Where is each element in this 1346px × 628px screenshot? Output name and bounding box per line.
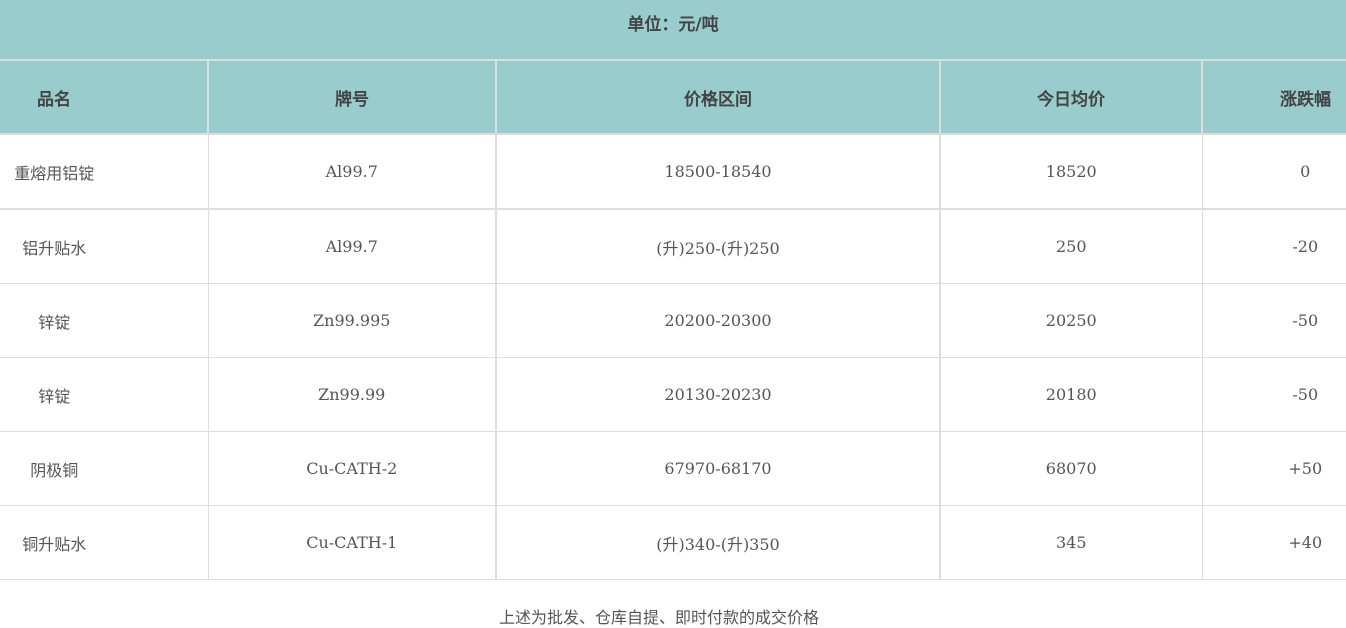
cell-average-price: 250: [939, 209, 1202, 284]
table-row: 铝升贴水 Al99.7 (升)250-(升)250 250 -20: [0, 209, 1346, 284]
cell-price-range: (升)250-(升)250: [495, 209, 940, 284]
column-header-change: 涨跌幅: [1201, 61, 1346, 135]
cell-grade: Al99.7: [207, 209, 496, 284]
cell-price-range: 20200-20300: [495, 283, 940, 358]
cell-price-range: 20130-20230: [495, 357, 940, 432]
cell-change: +40: [1201, 505, 1346, 580]
cell-average-price: 20250: [939, 283, 1202, 358]
cell-change: -50: [1201, 357, 1346, 432]
price-table: 品名 牌号 价格区间 今日均价 涨跌幅 重熔用铝锭 Al99.7 18500-18540 18…: [0, 61, 1346, 580]
table-row: 铜升贴水 Cu-CATH-1 (升)340-(升)350 345 +40: [0, 505, 1346, 580]
table-row: 重熔用铝锭 Al99.7 18500-18540 18520 0: [0, 134, 1346, 210]
footnote: 上述为批发、仓库自提、即时付款的成交价格: [498, 608, 819, 627]
cell-product-name: 阴极铜: [0, 431, 208, 506]
cell-price-range: 67970-68170: [495, 431, 940, 506]
cell-grade: Al99.7: [207, 134, 496, 210]
cell-product-name: 锌锭: [0, 283, 208, 358]
cell-product-name: 锌锭: [0, 357, 208, 432]
table-row: 阴极铜 Cu-CATH-2 67970-68170 68070 +50: [0, 431, 1346, 506]
table-header-row: 品名 牌号 价格区间 今日均价 涨跌幅: [0, 61, 1346, 135]
cell-average-price: 68070: [939, 431, 1202, 506]
cell-grade: Zn99.99: [207, 357, 496, 432]
cell-grade: Zn99.995: [207, 283, 496, 358]
column-header-price-range: 价格区间: [495, 61, 940, 135]
unit-label: 单位：元/吨: [0, 0, 1346, 61]
cell-grade: Cu-CATH-1: [207, 505, 496, 580]
cell-change: -50: [1201, 283, 1346, 358]
column-header-grade: 牌号: [207, 61, 496, 135]
table-row: 锌锭 Zn99.99 20130-20230 20180 -50: [0, 357, 1346, 432]
cell-product-name: 铜升贴水: [0, 505, 208, 580]
cell-average-price: 18520: [939, 134, 1202, 210]
cell-price-range: 18500-18540: [495, 134, 940, 210]
cell-change: +50: [1201, 431, 1346, 506]
cell-change: -20: [1201, 209, 1346, 284]
column-header-average-price: 今日均价: [939, 61, 1202, 135]
cell-average-price: 345: [939, 505, 1202, 580]
cell-change: 0: [1201, 134, 1346, 210]
cell-product-name: 重熔用铝锭: [0, 134, 208, 210]
column-header-product-name: 品名: [0, 61, 208, 135]
cell-average-price: 20180: [939, 357, 1202, 432]
table-row: 锌锭 Zn99.995 20200-20300 20250 -50: [0, 283, 1346, 358]
cell-product-name: 铝升贴水: [0, 209, 208, 284]
cell-price-range: (升)340-(升)350: [495, 505, 940, 580]
cell-grade: Cu-CATH-2: [207, 431, 496, 506]
